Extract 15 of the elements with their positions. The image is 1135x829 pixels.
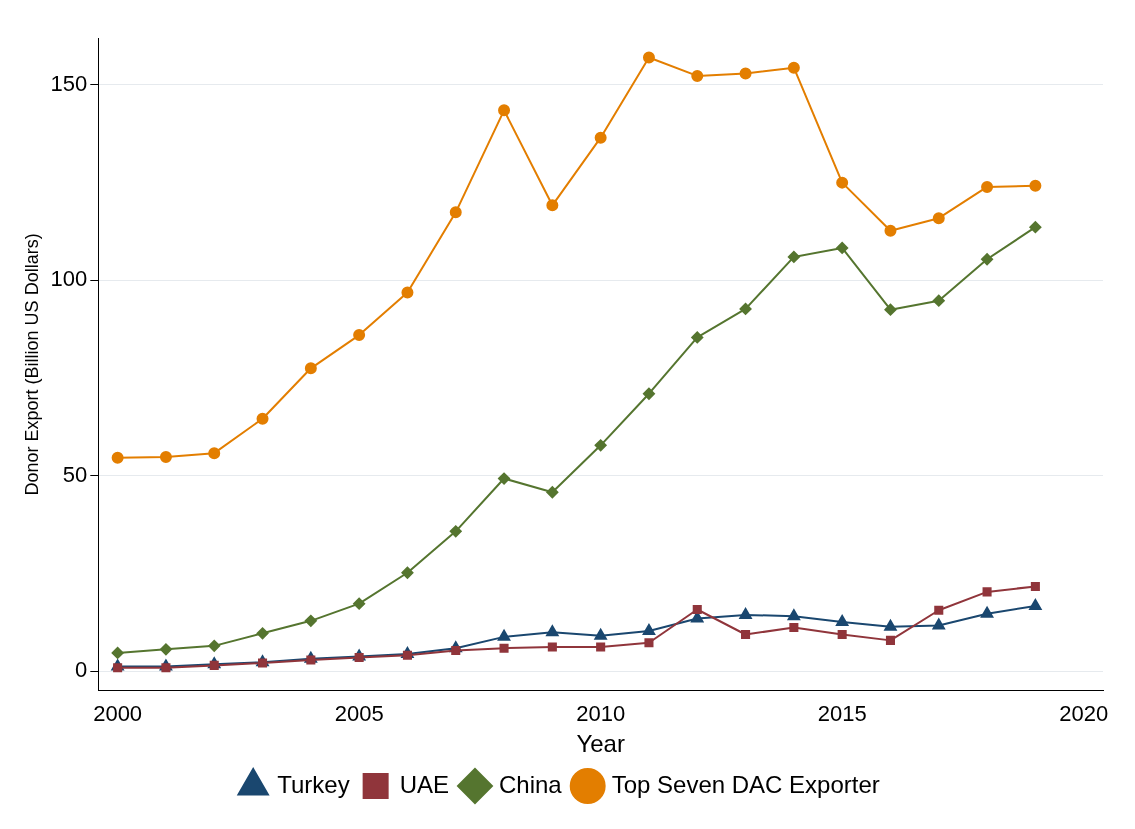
x-tick-label: 2015 <box>817 701 867 727</box>
x-tick-label: 2010 <box>576 701 626 727</box>
y-tick-label: 0 <box>75 657 88 683</box>
y-tick-label: 50 <box>62 461 88 487</box>
y-tick-label: 150 <box>50 70 88 96</box>
y-axis-title: Donor Export (Billion US Dollars) <box>21 233 42 496</box>
legend-label: UAE <box>399 770 449 798</box>
x-axis-title: Year <box>576 730 625 758</box>
x-tick-label: 2005 <box>334 701 384 727</box>
legend-label: Top Seven DAC Exporter <box>611 770 880 798</box>
legend-label: China <box>498 770 563 798</box>
x-tick-label: 2000 <box>93 701 143 727</box>
y-tick-label: 100 <box>50 266 88 292</box>
x-tick-label: 2020 <box>1059 701 1109 727</box>
legend-label: Turkey <box>277 770 350 798</box>
